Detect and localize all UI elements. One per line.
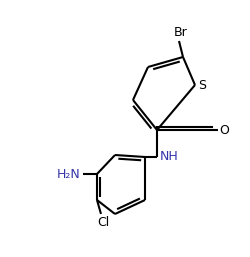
Text: Cl: Cl (96, 216, 109, 229)
Text: Br: Br (173, 26, 187, 39)
Text: H₂N: H₂N (57, 168, 81, 180)
Text: O: O (218, 124, 228, 136)
Text: S: S (197, 78, 205, 91)
Text: NH: NH (159, 151, 178, 163)
